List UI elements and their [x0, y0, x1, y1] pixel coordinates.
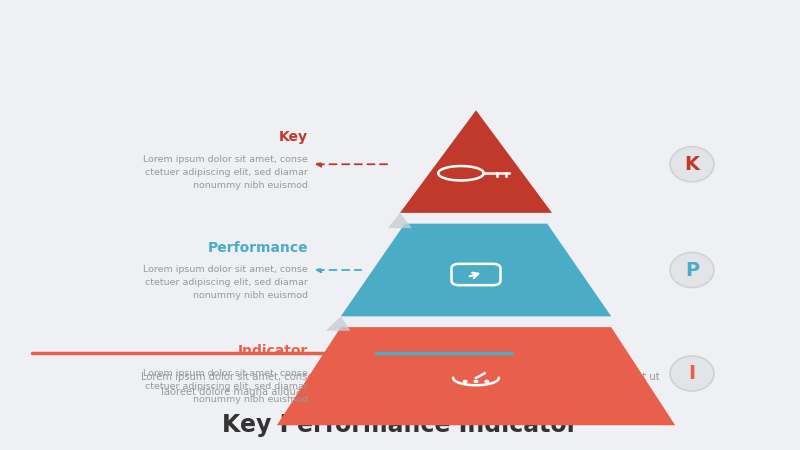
Text: Lorem ipsum dolor sit amet, conse
ctetuer adipiscing elit, sed diamar
nonummy ni: Lorem ipsum dolor sit amet, conse ctetue…	[143, 155, 308, 190]
Text: P: P	[685, 261, 699, 279]
Text: I: I	[689, 364, 695, 383]
Text: Lorem ipsum dolor sit amet, consectetuer adipiscing elit, sed diam nonummy nibh : Lorem ipsum dolor sit amet, consectetuer…	[141, 372, 659, 397]
Text: K: K	[685, 155, 699, 174]
Circle shape	[485, 380, 489, 382]
Polygon shape	[341, 224, 611, 316]
Ellipse shape	[670, 147, 714, 182]
Ellipse shape	[670, 356, 714, 391]
Circle shape	[474, 380, 478, 382]
Text: Key: Key	[279, 130, 308, 144]
Polygon shape	[277, 327, 675, 425]
Text: Key Performance Indicator: Key Performance Indicator	[222, 413, 578, 437]
Text: Lorem ipsum dolor sit amet, conse
ctetuer adipiscing elit, sed diamar
nonummy ni: Lorem ipsum dolor sit amet, conse ctetue…	[143, 266, 308, 300]
Polygon shape	[388, 213, 412, 228]
Ellipse shape	[670, 252, 714, 288]
Circle shape	[463, 380, 467, 382]
Polygon shape	[400, 110, 552, 213]
Text: Lorem ipsum dolor sit amet, conse
ctetuer adipiscing elit, sed diamar
nonummy ni: Lorem ipsum dolor sit amet, conse ctetue…	[143, 369, 308, 404]
Text: Performance: Performance	[207, 241, 308, 255]
Polygon shape	[326, 316, 350, 331]
Text: Indicator: Indicator	[238, 344, 308, 358]
